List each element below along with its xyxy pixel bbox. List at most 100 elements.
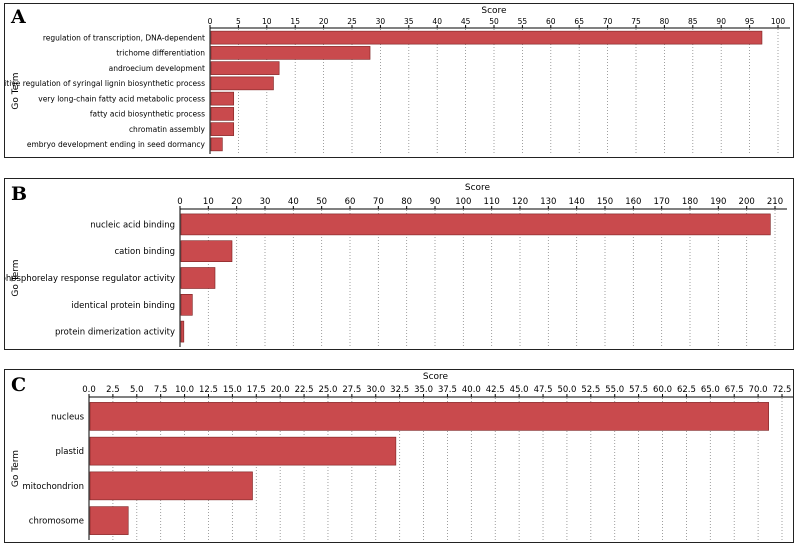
x-tick-label: 27.5 <box>342 385 361 395</box>
bar <box>210 122 235 136</box>
x-tick-label: 0 <box>177 197 182 207</box>
x-tick-label: 52.5 <box>581 385 600 395</box>
bar <box>89 402 769 431</box>
x-tick-label: 60 <box>546 17 556 26</box>
x-tick-label: 190 <box>710 197 726 207</box>
x-tick-label: 7.5 <box>154 385 168 395</box>
x-tick-label: 50.0 <box>557 385 576 395</box>
y-axis-label: Go Term <box>11 259 21 296</box>
panel-label-b: B <box>11 183 28 205</box>
x-tick-label: 70 <box>373 197 384 207</box>
x-tick-label: 30.0 <box>366 385 385 395</box>
x-tick-label: 2.5 <box>106 385 120 395</box>
x-tick-label: 210 <box>767 197 783 207</box>
x-tick-label: 45 <box>461 17 471 26</box>
x-tick-label: 55.0 <box>605 385 624 395</box>
category-label: protein dimerization activity <box>55 328 175 338</box>
chart-c: Score 0.0 2.5 5.0 7.5 10.0 12.5 15.0 17.5 20.0 22.… <box>11 372 793 540</box>
y-axis-label: Go Term <box>11 72 21 109</box>
x-tick-label: 40 <box>288 197 299 207</box>
bar <box>210 91 235 106</box>
x-tick-label: 25 <box>347 17 357 26</box>
x-tick-label: 180 <box>682 197 698 207</box>
category-label: mitochondrion <box>22 482 84 492</box>
x-tick-label: 140 <box>569 197 585 207</box>
x-tick-label: 10 <box>203 197 214 207</box>
x-tick-label: 50 <box>489 17 499 26</box>
x-tick-label: 30 <box>260 197 271 207</box>
category-label: nucleus <box>51 412 84 422</box>
bar <box>210 61 280 75</box>
bar <box>210 76 274 91</box>
x-tick-label: 35 <box>404 17 414 26</box>
chart-b: Score 0 10 20 30 40 50 60 70 80 90 100 110 120 130 140 1… <box>5 183 787 347</box>
bar <box>210 46 371 60</box>
x-tick-label: 100 <box>455 197 471 207</box>
x-tick-label: 17.5 <box>247 385 266 395</box>
x-tick-label: 160 <box>625 197 641 207</box>
bar <box>180 294 193 316</box>
x-tick-label: 60 <box>345 197 356 207</box>
bar <box>89 436 397 466</box>
category-label: phosphorelay response regulator activity <box>5 274 175 284</box>
x-tick-label: 150 <box>597 197 613 207</box>
x-tick-label: 0.0 <box>82 385 96 395</box>
chart-panel-c: C Score 0.0 2.5 5.0 7.5 10.0 12.5 15.0 17.5 20.0 2… <box>4 369 794 543</box>
bar <box>210 30 763 45</box>
x-tick-label: 85 <box>688 17 698 26</box>
chart-title: Score <box>481 6 507 16</box>
category-label: positive regulation of syringal lignin b… <box>5 79 205 88</box>
x-tick-label: 15 <box>290 17 300 26</box>
category-label: identical protein binding <box>71 301 175 311</box>
category-label: androecium development <box>109 64 205 73</box>
category-label: cation binding <box>114 247 175 257</box>
x-tick-label: 15.0 <box>223 385 242 395</box>
x-tick-label: 120 <box>512 197 528 207</box>
chart-a: Score 0 5 10 15 20 25 30 35 40 45 50 55 60 65 70 75 80 85 9… <box>5 6 790 154</box>
x-tick-label: 22.5 <box>295 385 314 395</box>
bar <box>180 240 233 263</box>
x-tick-label: 65.0 <box>701 385 720 395</box>
chart-panel-a: A Score 0 5 10 15 20 25 30 35 40 45 50 55 60 65 70 75 80 8… <box>4 3 794 158</box>
category-label: chromosome <box>29 517 84 527</box>
x-tick-label: 100 <box>771 17 786 26</box>
x-tick-label: 67.5 <box>725 385 744 395</box>
x-tick-label: 200 <box>739 197 755 207</box>
category-label: fatty acid biosynthetic process <box>90 110 205 119</box>
x-tick-label: 95 <box>745 17 755 26</box>
panel-label-a: A <box>11 6 26 28</box>
x-tick-label: 170 <box>654 197 670 207</box>
x-tick-label: 72.5 <box>773 385 792 395</box>
x-tick-label: 25.0 <box>318 385 337 395</box>
x-tick-label: 12.5 <box>199 385 218 395</box>
x-tick-label: 57.5 <box>629 385 648 395</box>
x-tick-label: 70 <box>603 17 613 26</box>
chart-title: Score <box>423 372 449 382</box>
x-tick-label: 60.0 <box>653 385 672 395</box>
x-tick-label: 110 <box>484 197 500 207</box>
category-label: very long-chain fatty acid metabolic pro… <box>38 94 205 103</box>
x-tick-label: 5.0 <box>130 385 144 395</box>
x-tick-label: 35.0 <box>414 385 433 395</box>
bar <box>210 107 235 121</box>
x-tick-label: 45.0 <box>510 385 529 395</box>
x-tick-label: 40 <box>432 17 442 26</box>
x-tick-label: 37.5 <box>438 385 457 395</box>
x-tick-label: 90 <box>716 17 726 26</box>
chart-title: Score <box>465 183 491 193</box>
x-tick-label: 65 <box>574 17 584 26</box>
x-tick-label: 20 <box>231 197 242 207</box>
x-tick-label: 47.5 <box>534 385 553 395</box>
x-tick-label: 55 <box>518 17 528 26</box>
category-label: regulation of transcription, DNA-depende… <box>43 33 205 42</box>
x-tick-label: 30 <box>376 17 386 26</box>
bar <box>180 267 216 289</box>
bar <box>89 506 129 535</box>
x-tick-label: 20.0 <box>271 385 290 395</box>
x-tick-label: 130 <box>540 197 556 207</box>
category-label: chromatin assembly <box>129 125 206 134</box>
x-tick-label: 32.5 <box>390 385 409 395</box>
x-tick-label: 10 <box>262 17 272 26</box>
x-tick-label: 0 <box>208 17 213 26</box>
x-tick-label: 42.5 <box>486 385 505 395</box>
